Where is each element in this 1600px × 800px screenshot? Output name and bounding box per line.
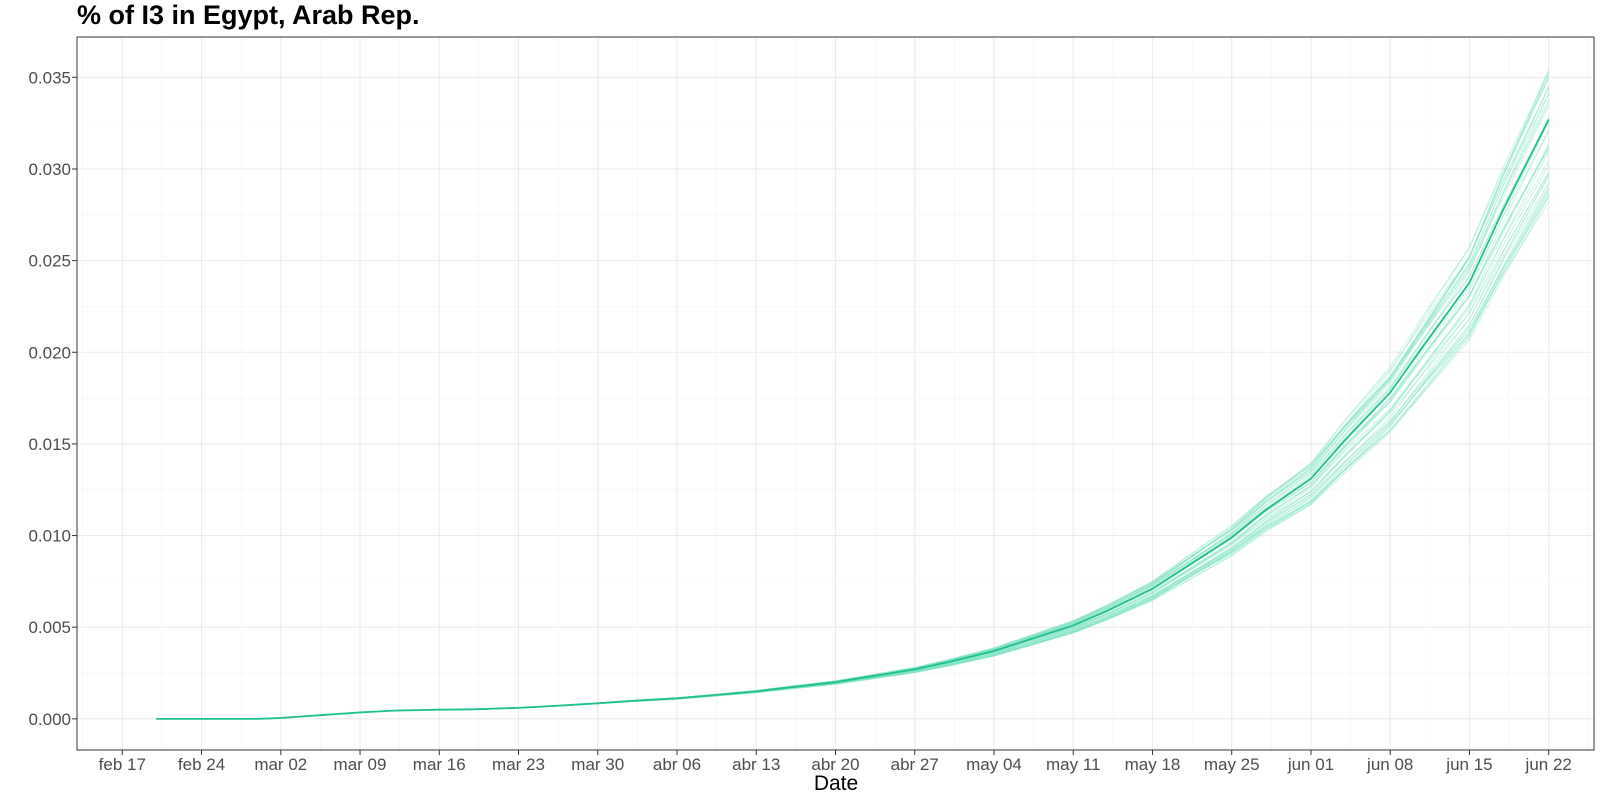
x-tick-label: jun 22 bbox=[1525, 755, 1572, 774]
y-tick-label: 0.035 bbox=[28, 68, 71, 87]
x-tick-label: feb 17 bbox=[99, 755, 146, 774]
chart-title: % of I3 in Egypt, Arab Rep. bbox=[77, 0, 420, 30]
ensemble-line bbox=[156, 78, 1550, 720]
x-tick-label: mar 30 bbox=[571, 755, 624, 774]
x-tick-label: may 04 bbox=[966, 755, 1022, 774]
series-line-median bbox=[156, 119, 1550, 720]
x-tick-label: jun 15 bbox=[1445, 755, 1492, 774]
ensemble-line bbox=[156, 197, 1550, 720]
x-tick-label: mar 16 bbox=[413, 755, 466, 774]
ensemble-line bbox=[156, 117, 1550, 720]
x-tick-label: feb 24 bbox=[178, 755, 225, 774]
y-axis: 0.000 0.005 0.010 0.015 0.020 0.025 0.030 0.035 bbox=[28, 68, 77, 729]
x-axis: feb 17 feb 24 mar 02 mar 09 mar 16 mar 23 mar … bbox=[99, 750, 1572, 774]
ensemble-line bbox=[156, 102, 1550, 720]
ensemble-line bbox=[156, 121, 1550, 720]
x-tick-label: may 11 bbox=[1046, 755, 1101, 774]
grid bbox=[77, 37, 1594, 750]
ensemble-line bbox=[156, 87, 1550, 720]
x-tick-label: may 25 bbox=[1204, 755, 1260, 774]
ensemble-line bbox=[156, 151, 1550, 720]
x-tick-label: abr 27 bbox=[891, 755, 939, 774]
y-tick-label: 0.020 bbox=[28, 343, 71, 362]
y-tick-label: 0.025 bbox=[28, 252, 71, 271]
x-axis-title: Date bbox=[814, 772, 858, 795]
ensemble-line bbox=[156, 129, 1550, 720]
y-tick-label: 0.000 bbox=[28, 710, 71, 729]
ensemble-line bbox=[156, 86, 1550, 720]
ensemble-line bbox=[156, 189, 1550, 720]
x-tick-label: abr 20 bbox=[811, 755, 859, 774]
ensemble-line bbox=[156, 176, 1550, 720]
x-tick-label: jun 01 bbox=[1287, 755, 1334, 774]
ensemble-line bbox=[156, 92, 1550, 720]
ensemble-lines bbox=[156, 69, 1550, 720]
y-tick-label: 0.005 bbox=[28, 618, 71, 637]
ensemble-line bbox=[156, 195, 1550, 720]
x-tick-label: abr 06 bbox=[653, 755, 701, 774]
x-tick-label: mar 09 bbox=[334, 755, 387, 774]
y-tick-label: 0.030 bbox=[28, 160, 71, 179]
ensemble-line bbox=[156, 98, 1550, 720]
ensemble-line bbox=[156, 182, 1550, 720]
x-tick-label: abr 13 bbox=[732, 755, 780, 774]
y-tick-label: 0.010 bbox=[28, 527, 71, 546]
x-tick-label: mar 23 bbox=[492, 755, 545, 774]
ensemble-line bbox=[156, 119, 1550, 720]
ensemble-line bbox=[156, 87, 1550, 720]
ensemble-line bbox=[156, 74, 1550, 720]
x-tick-label: may 18 bbox=[1125, 755, 1181, 774]
y-tick-label: 0.015 bbox=[28, 435, 71, 454]
ensemble-line bbox=[156, 131, 1550, 720]
ensemble-line bbox=[156, 93, 1550, 720]
ensemble-line bbox=[156, 120, 1550, 720]
x-tick-label: mar 02 bbox=[254, 755, 307, 774]
ensemble-line bbox=[156, 69, 1550, 720]
x-tick-label: jun 08 bbox=[1366, 755, 1413, 774]
